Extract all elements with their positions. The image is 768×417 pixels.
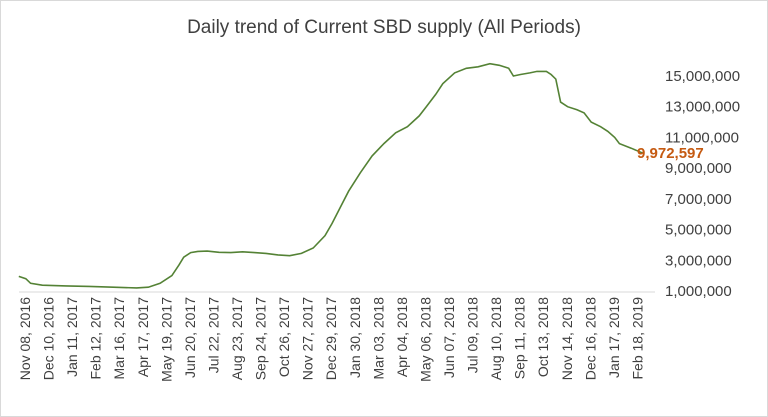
x-tick-label: Jun 07, 2018 <box>441 297 457 378</box>
x-tick-label: Jul 22, 2017 <box>205 297 221 373</box>
x-tick-label: May 06, 2018 <box>417 297 433 382</box>
x-tick-label: Dec 16, 2018 <box>582 297 598 380</box>
y-tick-label: 11,000,000 <box>665 129 739 146</box>
x-tick-label: May 19, 2017 <box>158 297 174 382</box>
y-tick-label: 9,000,000 <box>665 160 732 177</box>
x-tick-label: Jun 20, 2017 <box>182 297 198 378</box>
x-tick-label: Nov 14, 2018 <box>559 297 575 380</box>
end-value-label: 9,972,597 <box>637 145 704 162</box>
y-axis-ticks: 1,000,000 3,000,000 5,000,000 7,000,000 9,00… <box>665 68 740 300</box>
x-tick-label: Nov 27, 2017 <box>300 297 316 380</box>
x-tick-label: Feb 12, 2017 <box>88 297 104 380</box>
x-tick-label: Apr 17, 2017 <box>135 297 151 377</box>
y-tick-label: 5,000,000 <box>665 222 732 239</box>
series-line-current-sbd-supply <box>18 62 644 289</box>
x-tick-label: Apr 04, 2018 <box>394 297 410 377</box>
x-tick-label: Jan 11, 2017 <box>64 297 80 377</box>
x-tick-label: Jul 09, 2018 <box>465 297 481 373</box>
x-tick-label: Sep 24, 2017 <box>253 297 269 381</box>
x-tick-label: Dec 10, 2016 <box>41 297 57 380</box>
y-tick-label: 13,000,000 <box>665 99 740 116</box>
x-tick-label: Nov 08, 2016 <box>17 297 33 380</box>
y-tick-label: 1,000,000 <box>665 283 732 300</box>
x-tick-label: Aug 23, 2017 <box>229 297 245 381</box>
y-tick-label: 15,000,000 <box>665 68 740 85</box>
x-tick-label: Oct 26, 2017 <box>276 297 292 377</box>
x-tick-label: Dec 29, 2017 <box>323 297 339 380</box>
y-tick-label: 3,000,000 <box>665 252 732 269</box>
x-tick-label: Jan 30, 2018 <box>347 297 363 378</box>
x-tick-label: Feb 18, 2019 <box>629 297 645 380</box>
x-axis-ticks: Nov 08, 2016 Dec 10, 2016 Jan 11, 2017 Feb … <box>17 297 645 382</box>
x-tick-label: Mar 03, 2018 <box>370 297 386 380</box>
y-tick-label: 7,000,000 <box>665 191 732 208</box>
x-tick-label: Sep 11, 2018 <box>512 297 528 379</box>
x-tick-label: Aug 10, 2018 <box>488 297 504 381</box>
x-tick-label: Mar 16, 2017 <box>111 297 127 380</box>
chart-title: Daily trend of Current SBD supply (All P… <box>187 17 581 38</box>
x-tick-label: Jan 17, 2019 <box>606 297 622 378</box>
x-tick-label: Oct 13, 2018 <box>535 297 551 377</box>
